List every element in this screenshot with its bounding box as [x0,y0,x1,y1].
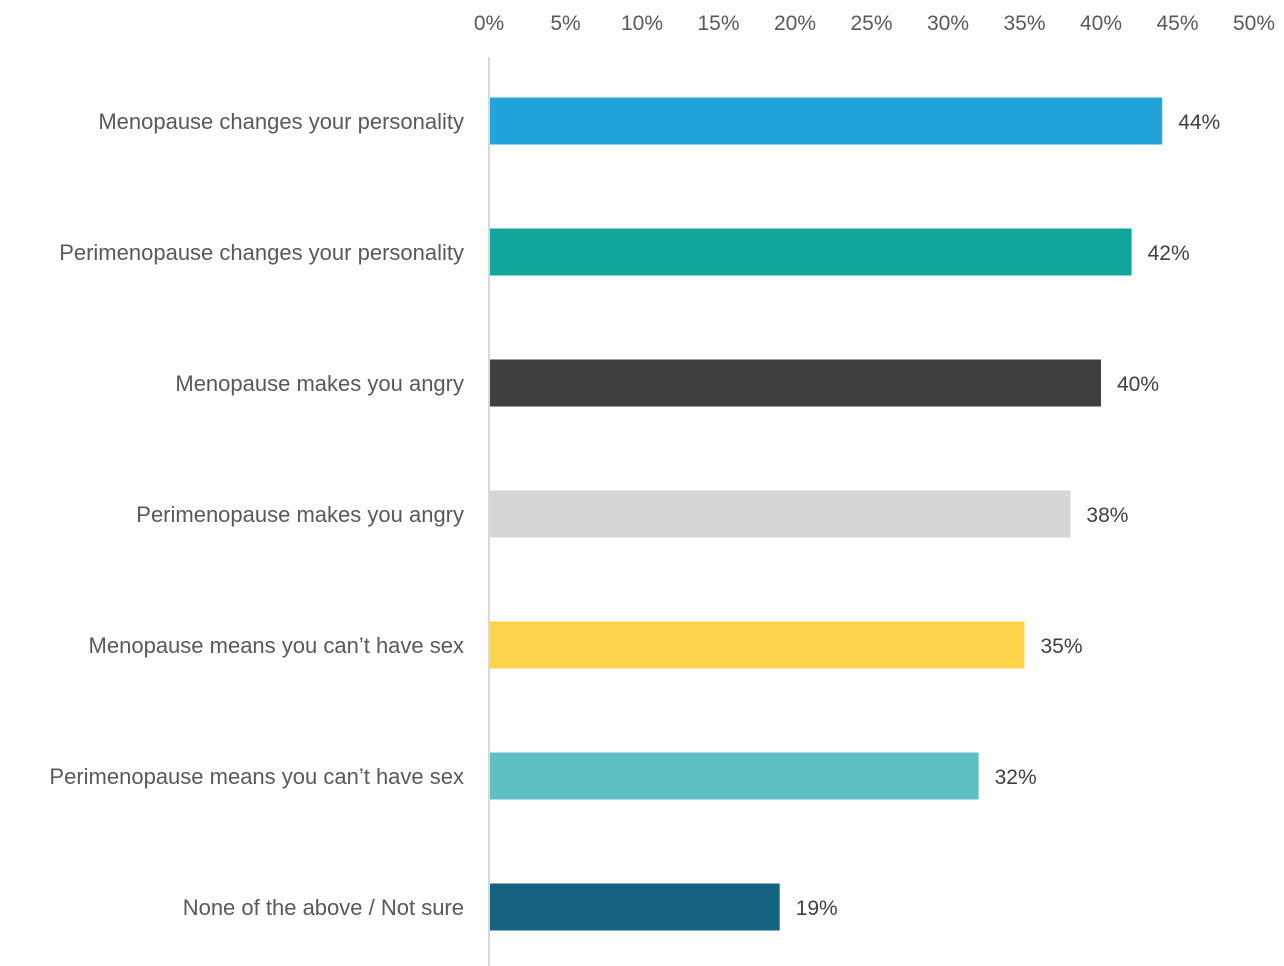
bar [490,490,1071,538]
x-tick-label: 30% [927,12,969,35]
x-tick-label: 35% [1003,12,1045,35]
x-tick-label: 10% [621,12,663,35]
x-axis-ticks: 0% 5% 10% 15% 20% 25% 30% 35% 40% 45% 50% [474,12,1275,35]
bar [490,883,780,931]
data-label: 42% [1148,242,1190,265]
category-labels: Menopause changes your personality Perime… [49,109,464,920]
x-tick-label: 0% [474,12,504,35]
data-label: 35% [1041,635,1083,658]
category-label: Perimenopause makes you angry [136,502,464,527]
x-tick-label: 5% [550,12,580,35]
data-label: 38% [1086,504,1128,527]
x-tick-label: 40% [1080,12,1122,35]
category-label: Perimenopause means you can’t have sex [49,764,464,789]
data-label: 40% [1117,373,1159,396]
category-label: Menopause makes you angry [175,371,464,396]
data-label: 32% [995,766,1037,789]
bar [490,359,1101,407]
category-label: None of the above / Not sure [183,895,464,920]
data-labels: 44% 42% 40% 38% 35% 32% 19% [796,111,1221,920]
category-label: Perimenopause changes your personality [59,240,464,265]
bar [490,621,1025,669]
category-label: Menopause means you can’t have sex [89,633,464,658]
x-tick-label: 45% [1156,12,1198,35]
x-tick-label: 50% [1233,12,1275,35]
bar [490,228,1132,276]
data-label: 44% [1178,111,1220,134]
bars [490,97,1163,931]
bar [490,752,979,800]
x-tick-label: 20% [774,12,816,35]
data-label: 19% [796,897,838,920]
bar [490,97,1163,145]
x-tick-label: 25% [850,12,892,35]
category-label: Menopause changes your personality [98,109,464,134]
x-tick-label: 15% [697,12,739,35]
